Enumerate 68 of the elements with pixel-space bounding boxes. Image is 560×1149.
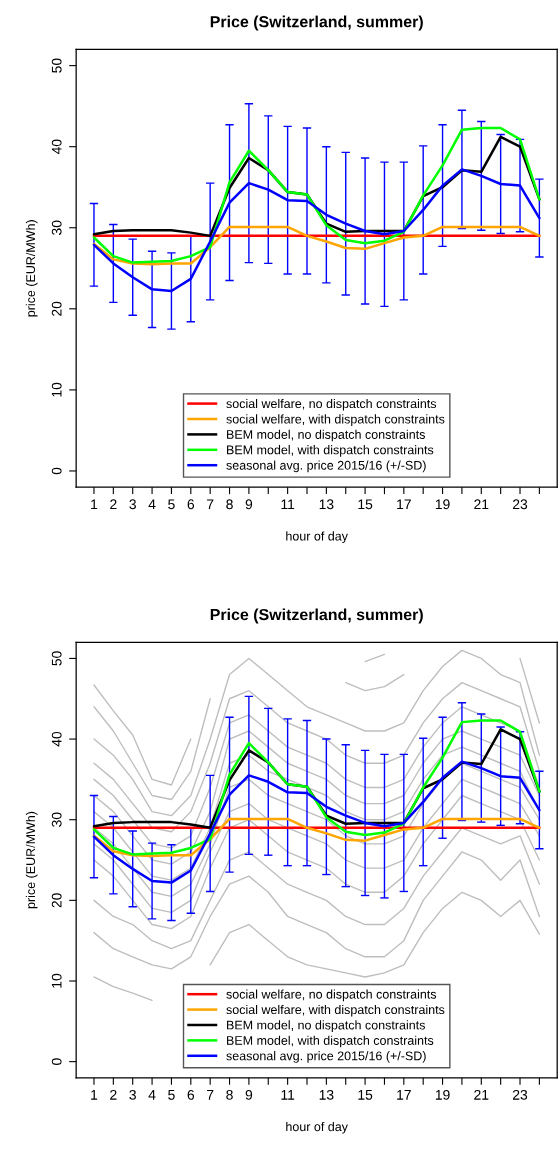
legend-label: social welfare, no dispatch constraints: [226, 989, 437, 1002]
x-tick-label: 19: [435, 1089, 450, 1100]
x-tick-label: 4: [148, 1090, 156, 1100]
line-series: [93, 681, 541, 833]
chart-title: Price (Switzerland, summer): [210, 608, 423, 624]
x-axis-title: hour of day: [286, 1121, 348, 1134]
line-series: [92, 225, 541, 266]
x-tick-label: 6: [187, 499, 195, 510]
y-tick-label: 30: [51, 220, 62, 235]
line-series: [93, 851, 541, 970]
legend-label: BEM model, with dispatch constraints: [227, 1035, 434, 1048]
y-tick-label: 50: [51, 58, 62, 73]
line-series: [93, 778, 541, 914]
legend-label: BEM model, no dispatch constraints: [227, 429, 425, 442]
x-tick-label: 3: [129, 1089, 136, 1100]
x-tick-label: 5: [168, 1090, 175, 1100]
y-tick-label: 20: [51, 893, 62, 908]
x-tick-label: 19: [435, 499, 450, 510]
x-tick-label: 8: [226, 499, 233, 510]
x-tick-label: 6: [187, 1089, 195, 1100]
y-tick-label: 0: [51, 467, 62, 475]
line-series: [92, 126, 541, 264]
x-tick-label: 17: [397, 499, 411, 510]
x-tick-label: 4: [148, 499, 156, 510]
x-tick-label: 1: [91, 499, 98, 510]
x-tick-label: 11: [281, 1090, 295, 1100]
legend-label: seasonal avg. price 2015/16 (+/-SD): [226, 1051, 426, 1063]
y-tick-label: 40: [51, 139, 62, 155]
y-tick-label: 40: [51, 731, 62, 747]
line-series: [93, 827, 541, 950]
x-tick-label: 13: [319, 1089, 334, 1100]
line-series: [92, 817, 541, 858]
y-tick-label: 30: [51, 812, 62, 827]
y-tick-label: 50: [51, 651, 62, 666]
x-tick-label: 8: [226, 1089, 233, 1100]
x-tick-label: 15: [358, 499, 373, 510]
y-tick-label: 10: [51, 973, 62, 988]
x-tick-label: 23: [512, 1089, 528, 1100]
legend-label: BEM model, with dispatch constraints: [227, 445, 434, 457]
x-tick-label: 9: [245, 499, 253, 510]
legend-label: social welfare, with dispatch constraints: [226, 414, 445, 426]
line-series: [93, 794, 541, 930]
y-axis-title: price (EUR/MWh): [25, 811, 38, 909]
legend-label: BEM model, no dispatch constraints: [227, 1020, 425, 1032]
y-axis-title: price (EUR/MWh): [25, 220, 38, 317]
legend-label: seasonal avg. price 2015/16 (+/-SD): [226, 460, 426, 473]
y-tick-label: 20: [51, 301, 62, 316]
x-tick-label: 3: [129, 499, 136, 510]
y-tick-label: 10: [51, 382, 62, 397]
legend-label: social welfare, with dispatch constraints: [226, 1004, 445, 1017]
x-tick-label: 23: [512, 499, 528, 510]
x-tick-label: 7: [207, 499, 214, 510]
x-tick-label: 7: [207, 1090, 214, 1100]
legend-label: social welfare, no dispatch constraints: [226, 398, 437, 411]
chart-title: Price (Switzerland, summer): [210, 15, 423, 31]
x-tick-label: 17: [397, 1090, 411, 1100]
x-tick-label: 21: [474, 1089, 489, 1100]
x-axis-title: hour of day: [286, 531, 348, 544]
x-tick-label: 1: [91, 1090, 98, 1100]
x-tick-label: 2: [110, 499, 117, 510]
x-tick-label: 5: [168, 499, 175, 510]
x-tick-label: 9: [245, 1089, 253, 1100]
x-tick-label: 13: [319, 499, 334, 510]
x-tick-label: 21: [474, 499, 489, 510]
y-tick-label: 0: [51, 1058, 62, 1065]
x-tick-label: 2: [110, 1089, 117, 1100]
x-tick-label: 11: [281, 499, 295, 510]
x-tick-label: 15: [358, 1090, 373, 1100]
